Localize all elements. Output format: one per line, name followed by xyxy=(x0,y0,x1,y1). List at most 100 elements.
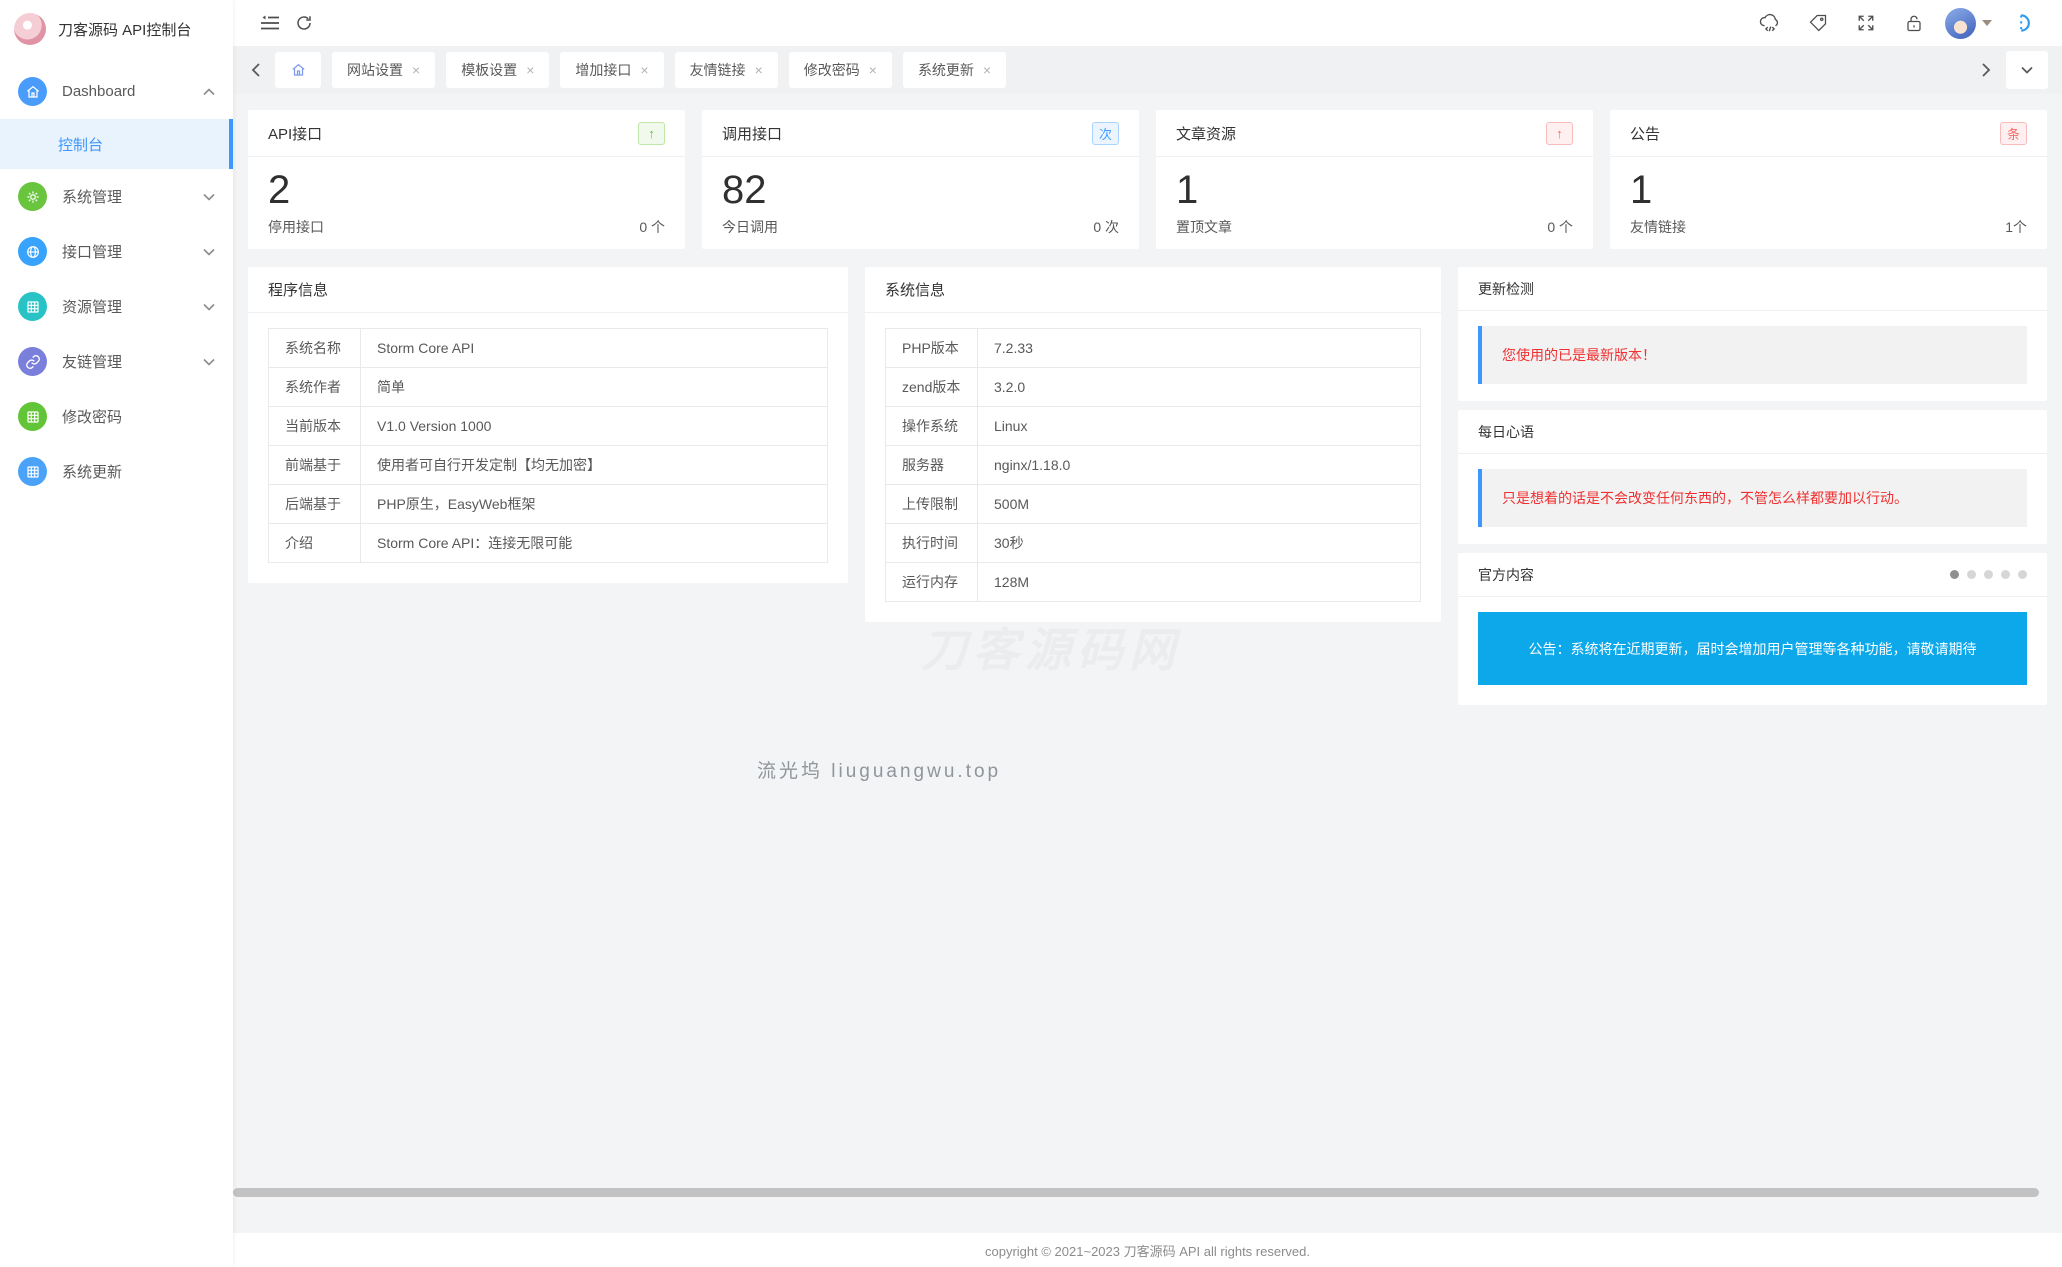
lock-icon[interactable] xyxy=(1897,6,1931,40)
card-title: 每日心语 xyxy=(1478,423,1534,440)
sidebar-item-dashboard[interactable]: Dashboard xyxy=(0,64,233,119)
user-menu[interactable] xyxy=(1945,7,1992,39)
carousel-dots xyxy=(1950,570,2027,579)
stat-footer-value: 1个 xyxy=(2005,219,2027,235)
horizontal-scrollbar[interactable] xyxy=(233,1188,2039,1197)
sidebar-item-label: 修改密码 xyxy=(62,409,123,426)
up-arrow-badge: ↑ xyxy=(1546,121,1573,145)
table-row: 操作系统 Linux xyxy=(885,406,1421,446)
card-title: 程序信息 xyxy=(268,282,329,299)
sidebar-item-system-update[interactable]: 系统更新 xyxy=(0,444,233,499)
stat-value: 1 xyxy=(1630,168,1653,212)
daily-quote-card: 每日心语 只是想着的话是不会改变任何东西的，不管怎么样都要加以行动。 xyxy=(1458,410,2047,544)
tag-icon[interactable] xyxy=(1801,6,1835,40)
fullscreen-icon[interactable] xyxy=(1849,6,1883,40)
sidebar-item-label: 资源管理 xyxy=(62,299,123,316)
topbar-right-icons xyxy=(1753,6,2040,40)
table-row: 系统名称 Storm Core API xyxy=(268,328,828,368)
table-row: PHP版本 7.2.33 xyxy=(885,328,1421,368)
chevron-up-icon xyxy=(203,87,215,96)
sidebar-subitem-console[interactable]: 控制台 xyxy=(0,119,233,169)
tab-friend-links[interactable]: 友情链接 × xyxy=(674,52,778,88)
stat-value: 1 xyxy=(1176,168,1199,212)
carousel-dot[interactable] xyxy=(2001,570,2010,579)
tab-change-password[interactable]: 修改密码 × xyxy=(788,52,892,88)
sidebar-item-change-password[interactable]: 修改密码 xyxy=(0,389,233,444)
cloud-code-icon[interactable] xyxy=(1753,6,1787,40)
chevron-down-icon xyxy=(203,358,215,366)
sidebar-item-friend-links[interactable]: 友链管理 xyxy=(0,334,233,389)
stat-footer-label: 今日调用 xyxy=(722,219,778,235)
sidebar-item-api-management[interactable]: 接口管理 xyxy=(0,224,233,279)
close-icon[interactable]: × xyxy=(754,62,763,78)
grid-icon xyxy=(18,402,47,431)
tab-template-settings[interactable]: 模板设置 × xyxy=(446,52,550,88)
sidebar-subitem-label: 控制台 xyxy=(58,136,104,154)
stat-footer-value: 0 个 xyxy=(1547,219,1573,235)
stat-card-api: API接口 ↑ 2 停用接口 0 个 xyxy=(248,110,685,249)
tabs-bar: 网站设置 × 模板设置 × 增加接口 × 友情链接 × 修改密码 × 系统更新 … xyxy=(233,46,2062,94)
tab-label: 修改密码 xyxy=(803,62,860,78)
tab-system-update[interactable]: 系统更新 × xyxy=(902,52,1007,88)
collapse-menu-icon[interactable] xyxy=(253,6,287,40)
app-logo-avatar xyxy=(14,13,46,45)
sidebar-menu: Dashboard 控制台 系统管理 接口管理 xyxy=(0,58,233,499)
tabs-menu-button[interactable] xyxy=(2006,51,2048,89)
sidebar-item-resource-management[interactable]: 资源管理 xyxy=(0,279,233,334)
program-info-card: 程序信息 系统名称 Storm Core API 系统作者 简单 当前版本 V1.0 … xyxy=(248,267,848,583)
stat-title: 公告 xyxy=(1630,125,1661,143)
carousel-dot[interactable] xyxy=(1984,570,1993,579)
close-icon[interactable]: × xyxy=(982,62,992,78)
sidebar-item-label: 友链管理 xyxy=(62,354,123,371)
update-check-card: 更新检测 您使用的已是最新版本！ xyxy=(1458,267,2047,401)
close-icon[interactable]: × xyxy=(526,62,535,78)
link-icon xyxy=(18,347,47,376)
stat-title: 文章资源 xyxy=(1176,125,1237,143)
tab-label: 模板设置 xyxy=(461,62,518,78)
user-avatar[interactable] xyxy=(1945,7,1976,39)
carousel-dot[interactable] xyxy=(2018,570,2027,579)
tab-label: 系统更新 xyxy=(917,62,974,78)
grid-icon xyxy=(18,292,47,321)
program-info-table: 系统名称 Storm Core API 系统作者 简单 当前版本 V1.0 Versi… xyxy=(268,328,828,563)
unit-badge: 条 xyxy=(1999,121,2027,145)
stat-footer-value: 0 个 xyxy=(639,219,665,235)
close-icon[interactable]: × xyxy=(412,62,421,78)
main-area: 网站设置 × 模板设置 × 增加接口 × 友情链接 × 修改密码 × 系统更新 … xyxy=(233,0,2062,1267)
close-icon[interactable]: × xyxy=(868,62,877,78)
tabs-scroll-left-icon[interactable] xyxy=(247,63,264,77)
chevron-down-icon xyxy=(203,303,215,311)
theme-icon[interactable] xyxy=(2006,6,2040,40)
tab-label: 友情链接 xyxy=(689,62,746,78)
table-row: 前端基于 使用者可自行开发定制【均无加密】 xyxy=(268,445,828,485)
sidebar-item-label: 系统管理 xyxy=(62,189,123,206)
table-row: 当前版本 V1.0 Version 1000 xyxy=(268,406,828,446)
sidebar-item-label: 接口管理 xyxy=(62,244,123,261)
table-row: 系统作者 简单 xyxy=(268,367,828,407)
carousel-dot[interactable] xyxy=(1950,570,1959,579)
grid-icon xyxy=(18,457,47,486)
system-info-card: 系统信息 PHP版本 7.2.33 zend版本 3.2.0 操作系统 Linux 服… xyxy=(865,267,1441,622)
update-status-alert: 您使用的已是最新版本！ xyxy=(1478,326,2027,384)
sidebar-item-system-management[interactable]: 系统管理 xyxy=(0,169,233,224)
tab-site-settings[interactable]: 网站设置 × xyxy=(332,52,436,88)
tabs-scroll-right-icon[interactable] xyxy=(1978,63,1995,77)
stat-footer-label: 停用接口 xyxy=(268,219,324,235)
system-info-table: PHP版本 7.2.33 zend版本 3.2.0 操作系统 Linux 服务器 ngi… xyxy=(885,328,1421,602)
gear-icon xyxy=(18,182,47,211)
stats-row: API接口 ↑ 2 停用接口 0 个 调用接口 次 82 今日调用 0 次 xyxy=(248,110,2047,249)
watermark-text: 流光坞 liuguangwu.top xyxy=(757,761,1002,782)
stat-footer-label: 友情链接 xyxy=(1630,219,1686,235)
table-row: 执行时间 30秒 xyxy=(885,523,1421,563)
announcement-banner[interactable]: 公告：系统将在近期更新，届时会增加用户管理等各种功能，请敬请期待 xyxy=(1478,612,2027,685)
stat-title: 调用接口 xyxy=(722,125,783,143)
carousel-dot[interactable] xyxy=(1967,570,1976,579)
stat-title: API接口 xyxy=(268,125,323,143)
up-arrow-badge: ↑ xyxy=(638,121,665,145)
tab-add-api[interactable]: 增加接口 × xyxy=(560,52,664,88)
globe-icon xyxy=(18,237,47,266)
close-icon[interactable]: × xyxy=(640,62,649,78)
table-row: 介绍 Storm Core API：连接无限可能 xyxy=(268,523,828,563)
tab-home[interactable] xyxy=(275,52,321,88)
refresh-icon[interactable] xyxy=(287,6,321,40)
